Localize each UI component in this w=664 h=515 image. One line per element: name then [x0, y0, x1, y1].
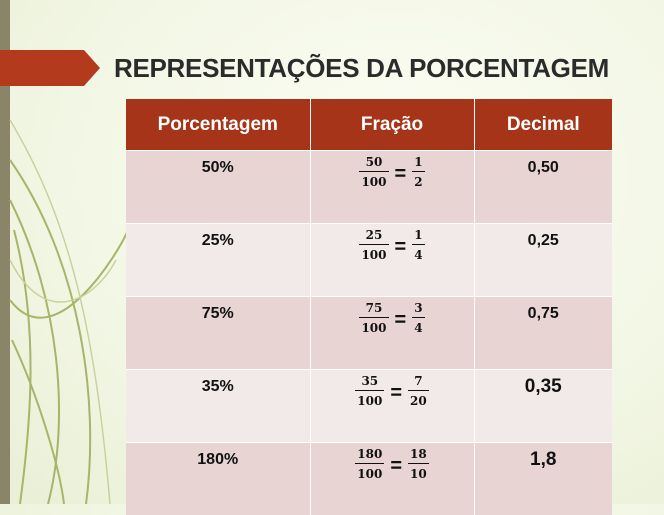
decimal-cell: 0,35 [474, 370, 612, 443]
percent-cell: 25% [126, 224, 310, 297]
equals-sign: = [395, 236, 407, 259]
simplified-denominator: 4 [412, 244, 424, 262]
percent-cell: 75% [126, 297, 310, 370]
simplified-numerator: 18 [408, 447, 429, 463]
simplified-denominator: 10 [408, 463, 429, 481]
equals-sign: = [390, 382, 402, 405]
equals-sign: = [395, 309, 407, 332]
table-header-row: Porcentagem Fração Decimal [126, 99, 612, 151]
decimal-cell: 1,8 [474, 443, 612, 515]
simplified-numerator: 1 [412, 228, 424, 244]
simplified-numerator: 7 [412, 374, 424, 390]
equals-sign: = [395, 163, 407, 186]
simplified-denominator: 20 [408, 390, 429, 408]
fraction-numerator: 180 [355, 447, 384, 463]
decimal-cell: 0,75 [474, 297, 612, 370]
header-decimal: Decimal [474, 99, 612, 151]
simplified-numerator: 1 [412, 155, 424, 171]
percent-cell: 35% [126, 370, 310, 443]
simplified-numerator: 3 [412, 301, 424, 317]
page-title: REPRESENTAÇÕES DA PORCENTAGEM [114, 50, 609, 86]
simplified-denominator: 2 [412, 171, 424, 189]
simplified-denominator: 4 [412, 317, 424, 335]
fraction-numerator: 75 [364, 301, 385, 317]
fraction-numerator: 25 [364, 228, 385, 244]
fraction-denominator: 100 [355, 390, 384, 408]
decimal-cell: 0,25 [474, 224, 612, 297]
percent-cell: 180% [126, 443, 310, 515]
header-percent: Porcentagem [126, 99, 310, 151]
fraction-denominator: 100 [355, 463, 384, 481]
fraction-denominator: 100 [359, 244, 388, 262]
header-fraction: Fração [310, 99, 474, 151]
title-arrow-icon [0, 50, 100, 86]
fraction-numerator: 50 [364, 155, 385, 171]
fraction-denominator: 100 [359, 171, 388, 189]
percent-cell: 50% [126, 151, 310, 224]
fraction-denominator: 100 [359, 317, 388, 335]
equals-sign: = [390, 455, 402, 478]
fraction-numerator: 35 [359, 374, 380, 390]
decimal-cell: 0,50 [474, 151, 612, 224]
